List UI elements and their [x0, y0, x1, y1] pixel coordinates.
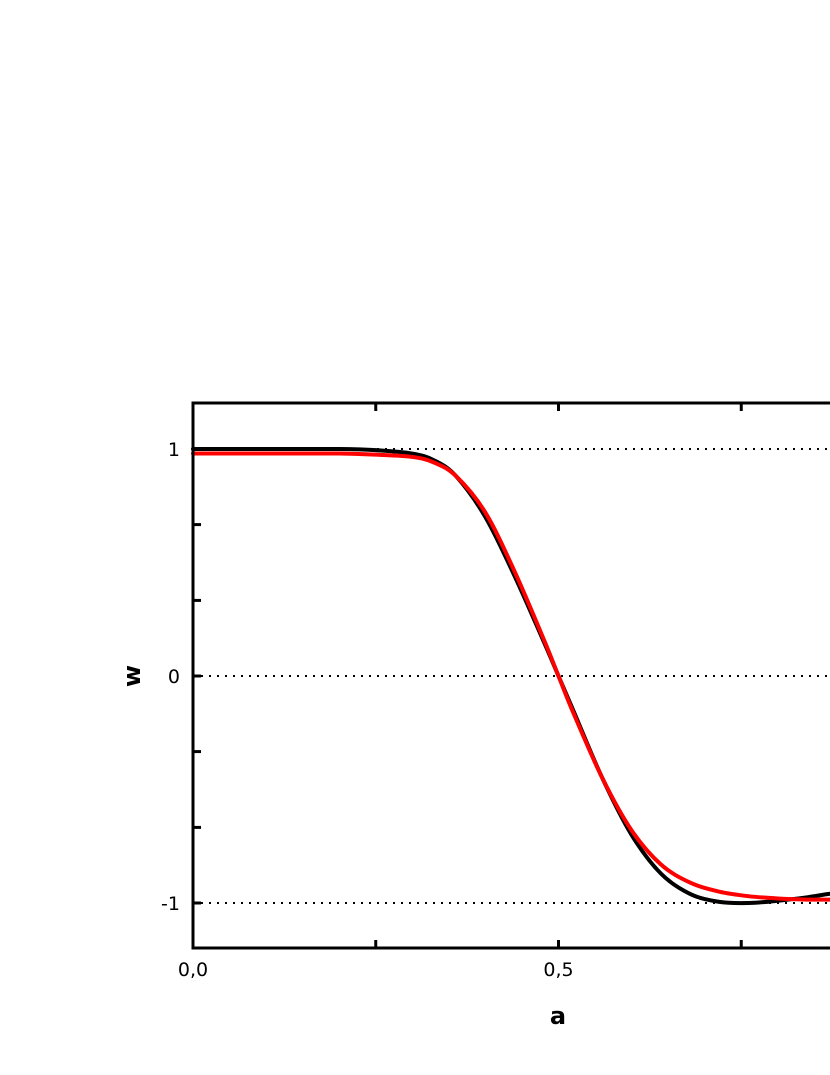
reference-lines: [193, 448, 830, 904]
series-layer: [191, 446, 830, 906]
x-axis-title: a: [550, 1002, 566, 1030]
series-line-2: [191, 451, 830, 902]
series-line-1: [191, 446, 830, 906]
y-tick-label: -1: [161, 893, 180, 915]
y-tick-label: 1: [168, 439, 180, 461]
x-tick-label: 0,0: [178, 959, 208, 981]
tick-labels: 0,0 0,5 1 0 -1: [161, 439, 574, 981]
x-tick-label: 0,5: [543, 959, 573, 981]
axes: [191, 401, 830, 950]
y-axis-title: w: [118, 665, 146, 687]
y-tick-label: 0: [168, 666, 180, 688]
